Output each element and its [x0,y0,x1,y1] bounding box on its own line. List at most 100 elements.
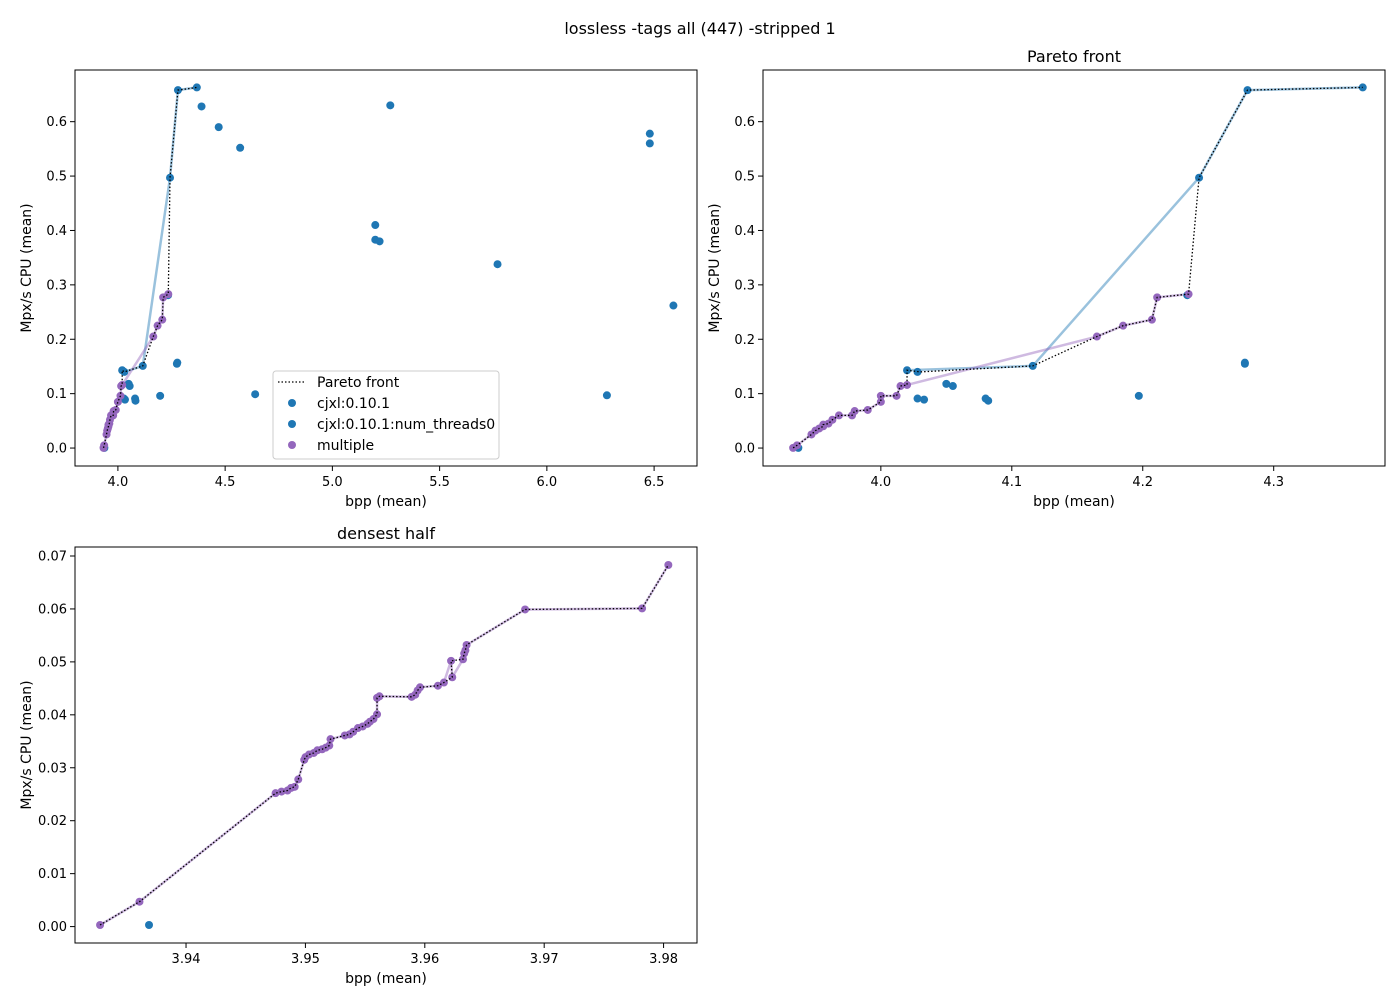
legend-swatch [288,441,296,449]
data-point [100,441,109,450]
data-point [166,173,175,182]
x-tick-label: 5.5 [429,475,450,490]
y-tick-label: 0.4 [734,224,755,239]
data-point [173,358,182,367]
data-point [602,391,611,400]
x-tick-label: 5.0 [322,475,343,490]
x-tick-label: 4.5 [215,475,236,490]
y-tick-label: 0.5 [46,170,67,185]
data-point [645,139,654,148]
y-tick-label: 0.5 [734,170,755,185]
y-axis-label: Mpx/s CPU (mean) [19,203,35,332]
data-point [896,382,905,391]
y-tick-label: 0.2 [734,333,755,348]
plot-area [99,83,678,452]
data-point [131,396,140,405]
axes-frame [762,69,1386,467]
data-point [375,237,384,246]
data-point [892,391,901,400]
data-point [1134,391,1143,400]
x-tick-label: 3.94 [172,952,201,967]
y-tick-label: 0.6 [734,115,755,130]
y-tick-label: 0.05 [38,655,67,670]
y-tick-label: 0.0 [734,442,755,457]
y-tick-label: 0.03 [38,761,67,776]
y-tick-label: 0.4 [46,224,67,239]
data-point [942,379,951,388]
data-point [192,83,201,92]
plot-area [789,83,1367,452]
x-tick-label: 6.5 [644,475,665,490]
y-axis-label: Mpx/s CPU (mean) [19,680,35,809]
data-point [903,380,912,389]
data-point [1195,173,1204,182]
plot-area [96,561,673,929]
data-point [669,301,678,310]
y-tick-label: 0.3 [46,278,67,293]
legend-label: cjxl:0.10.1 [317,396,390,412]
y-tick-label: 0.06 [38,602,67,617]
axes-frame [74,69,698,467]
x-tick-label: 4.0 [871,475,892,490]
x-tick-label: 4.2 [1132,475,1153,490]
y-tick-label: 0.01 [38,867,67,882]
x-tick-label: 4.1 [1001,475,1022,490]
legend-swatch [288,420,296,428]
data-point [948,382,957,391]
x-axis-label: bpp (mean) [345,494,427,510]
legend-swatch [288,399,296,407]
x-tick-label: 3.97 [530,952,559,967]
figure-suptitle: lossless -tags all (447) -stripped 1 [564,19,835,38]
x-tick-label: 3.98 [649,952,678,967]
pareto-front-line [102,86,197,449]
x-tick-label: 4.3 [1263,475,1284,490]
chart-pareto-front: Pareto front 4.0 4.1 4.2 4.3 0.0 0.1 0.2 0.3 0.4 0… [707,47,1386,510]
data-point [156,391,165,400]
axes-frame [74,546,698,944]
data-point [158,315,167,324]
data-point [984,396,993,405]
data-point [1240,358,1249,367]
data-point [1147,315,1156,324]
data-point [913,394,922,403]
x-axis-label: bpp (mean) [345,971,427,987]
chart-title: densest half [337,524,435,543]
y-axis-label: Mpx/s CPU (mean) [707,203,723,332]
data-point [447,656,456,665]
y-tick-label: 0.6 [46,115,67,130]
data-point [664,561,673,569]
data-point [850,407,859,416]
data-point [118,380,127,389]
data-point [920,395,929,404]
data-point [277,787,286,796]
data-point [521,605,530,614]
y-tick-label: 0.1 [734,387,755,402]
data-point [113,397,122,406]
y-tick-label: 0.2 [46,333,67,348]
pareto-front-line [99,564,669,926]
data-point [236,143,245,152]
data-point [290,782,299,791]
legend-label: multiple [317,438,374,454]
legend: Pareto front cjxl:0.10.1 cjxl:0.10.1:num_t… [272,370,500,460]
y-tick-label: 0.3 [734,278,755,293]
legend-label: cjxl:0.10.1:num_threads0 [317,417,495,433]
chart-densest-half: densest half 3.94 3.95 3.96 3.97 3.98 0.00 0.01… [19,524,698,987]
data-point [145,921,154,929]
x-tick-label: 3.96 [410,952,439,967]
data-point [493,260,502,269]
data-point [386,101,395,110]
y-tick-label: 0.02 [38,814,67,829]
pareto-front-line [792,86,1363,449]
x-tick-label: 4.0 [108,475,129,490]
x-tick-label: 3.95 [291,952,320,967]
y-tick-label: 0.07 [38,550,67,565]
data-point [164,290,173,299]
data-point [876,397,885,406]
chart-title: Pareto front [1027,47,1121,66]
data-point [834,411,843,420]
x-axis-label: bpp (mean) [1033,494,1115,510]
chart-all-points: 4.0 4.5 5.0 5.5 6.0 6.5 0.0 0.1 0.2 0.3 0.4 0.5 0.6 b… [19,69,698,510]
data-point [214,123,223,132]
